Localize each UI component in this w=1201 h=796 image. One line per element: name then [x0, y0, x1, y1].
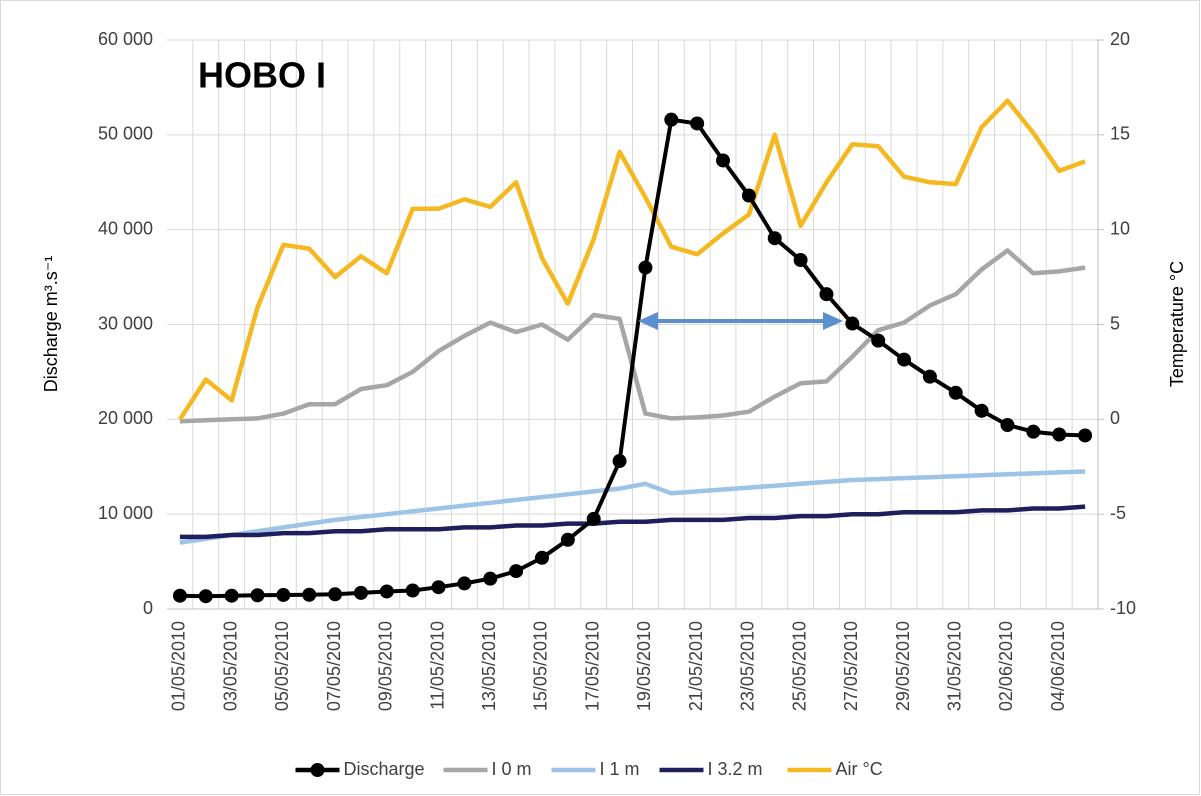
- y2-tick-label: 15: [1110, 124, 1130, 144]
- y2-tick-label: 0: [1110, 408, 1120, 428]
- data-point: [871, 333, 886, 348]
- data-point: [897, 352, 912, 367]
- data-point: [793, 253, 808, 268]
- data-point: [276, 587, 291, 602]
- data-point: [353, 585, 368, 600]
- data-point: [534, 550, 549, 565]
- y-tick-label: 40 000: [98, 218, 153, 238]
- series-line: [179, 504, 1086, 540]
- data-point: [845, 316, 860, 331]
- y2-axis-label: Temperature °C: [1167, 261, 1187, 387]
- data-point: [509, 564, 524, 579]
- legend-label: Discharge: [344, 759, 425, 779]
- x-tick-label: 11/05/2010: [427, 621, 447, 710]
- series-layer: [172, 98, 1093, 604]
- x-tick-label: 05/05/2010: [272, 621, 292, 711]
- chart-title: HOBO I: [198, 55, 326, 96]
- y-tick-label: 0: [143, 598, 153, 618]
- y-axis-label: Discharge m³.s⁻¹: [41, 256, 61, 393]
- data-point: [1026, 424, 1041, 439]
- data-point: [457, 576, 472, 591]
- data-point: [1078, 428, 1093, 443]
- data-point: [690, 116, 705, 131]
- x-tick-label: 25/05/2010: [789, 621, 809, 711]
- data-point: [638, 260, 653, 275]
- y-tick-label: 20 000: [98, 408, 153, 428]
- y2-tick-label: 5: [1110, 313, 1120, 333]
- x-tick-label: 21/05/2010: [686, 621, 706, 711]
- data-point: [819, 287, 834, 302]
- y-tick-label: 10 000: [98, 503, 153, 523]
- data-point: [1052, 427, 1067, 442]
- series-line: [178, 98, 1086, 421]
- data-point: [767, 231, 782, 246]
- x-tick-label: 09/05/2010: [376, 621, 396, 711]
- data-point: [741, 188, 756, 203]
- data-point: [664, 112, 679, 127]
- legend-label: I 1 m: [600, 759, 640, 779]
- data-point: [612, 454, 627, 469]
- data-point: [922, 369, 937, 384]
- data-point: [560, 532, 575, 547]
- data-point: [586, 511, 601, 526]
- legend-label: Air °C: [836, 759, 883, 779]
- y-tick-label: 30 000: [98, 313, 153, 333]
- data-point: [302, 587, 317, 602]
- y2-tick-label: -5: [1110, 503, 1126, 523]
- y-tick-label: 50 000: [98, 124, 153, 144]
- data-point: [483, 571, 498, 586]
- data-point: [1000, 418, 1015, 433]
- x-tick-label: 07/05/2010: [324, 621, 344, 711]
- data-point: [405, 583, 420, 598]
- legend-marker: [310, 763, 325, 777]
- data-point: [198, 589, 213, 604]
- x-tick-label: 23/05/2010: [738, 621, 758, 711]
- y2-tick-label: 10: [1110, 218, 1130, 238]
- x-tick-label: 17/05/2010: [582, 621, 602, 711]
- x-tick-label: 29/05/2010: [893, 621, 913, 711]
- x-tick-label: 03/05/2010: [220, 621, 240, 711]
- x-tick-label: 31/05/2010: [945, 621, 965, 711]
- x-tick-label: 04/06/2010: [1048, 621, 1068, 711]
- data-point: [328, 587, 343, 602]
- x-tick-label: 27/05/2010: [841, 621, 861, 711]
- data-point: [224, 588, 239, 603]
- y2-tick-label: 20: [1110, 29, 1130, 49]
- data-point: [974, 403, 989, 418]
- data-point: [948, 385, 963, 400]
- x-tick-label: 19/05/2010: [634, 621, 654, 711]
- data-point: [379, 584, 394, 599]
- x-tick-label: 13/05/2010: [479, 621, 499, 711]
- y2-tick-label: -10: [1110, 598, 1136, 618]
- data-point: [716, 153, 731, 168]
- series-line: [179, 469, 1086, 545]
- data-point: [431, 580, 446, 595]
- annotation-arrow: [638, 312, 843, 330]
- data-point: [250, 588, 265, 603]
- x-tick-label: 01/05/2010: [169, 621, 189, 711]
- axes: 0 10 000 20 000 30 000 40 000 50 000 60 000 -10…: [98, 29, 1136, 711]
- legend: Discharge I 0 m I 1 m I 3.2 m Air °C: [295, 759, 883, 779]
- x-tick-label: 15/05/2010: [531, 621, 551, 711]
- legend-label: I 0 m: [492, 759, 532, 779]
- legend-label: I 3.2 m: [708, 759, 763, 779]
- y-tick-label: 60 000: [98, 29, 153, 49]
- data-point: [172, 588, 187, 603]
- x-tick-label: 02/06/2010: [996, 621, 1016, 711]
